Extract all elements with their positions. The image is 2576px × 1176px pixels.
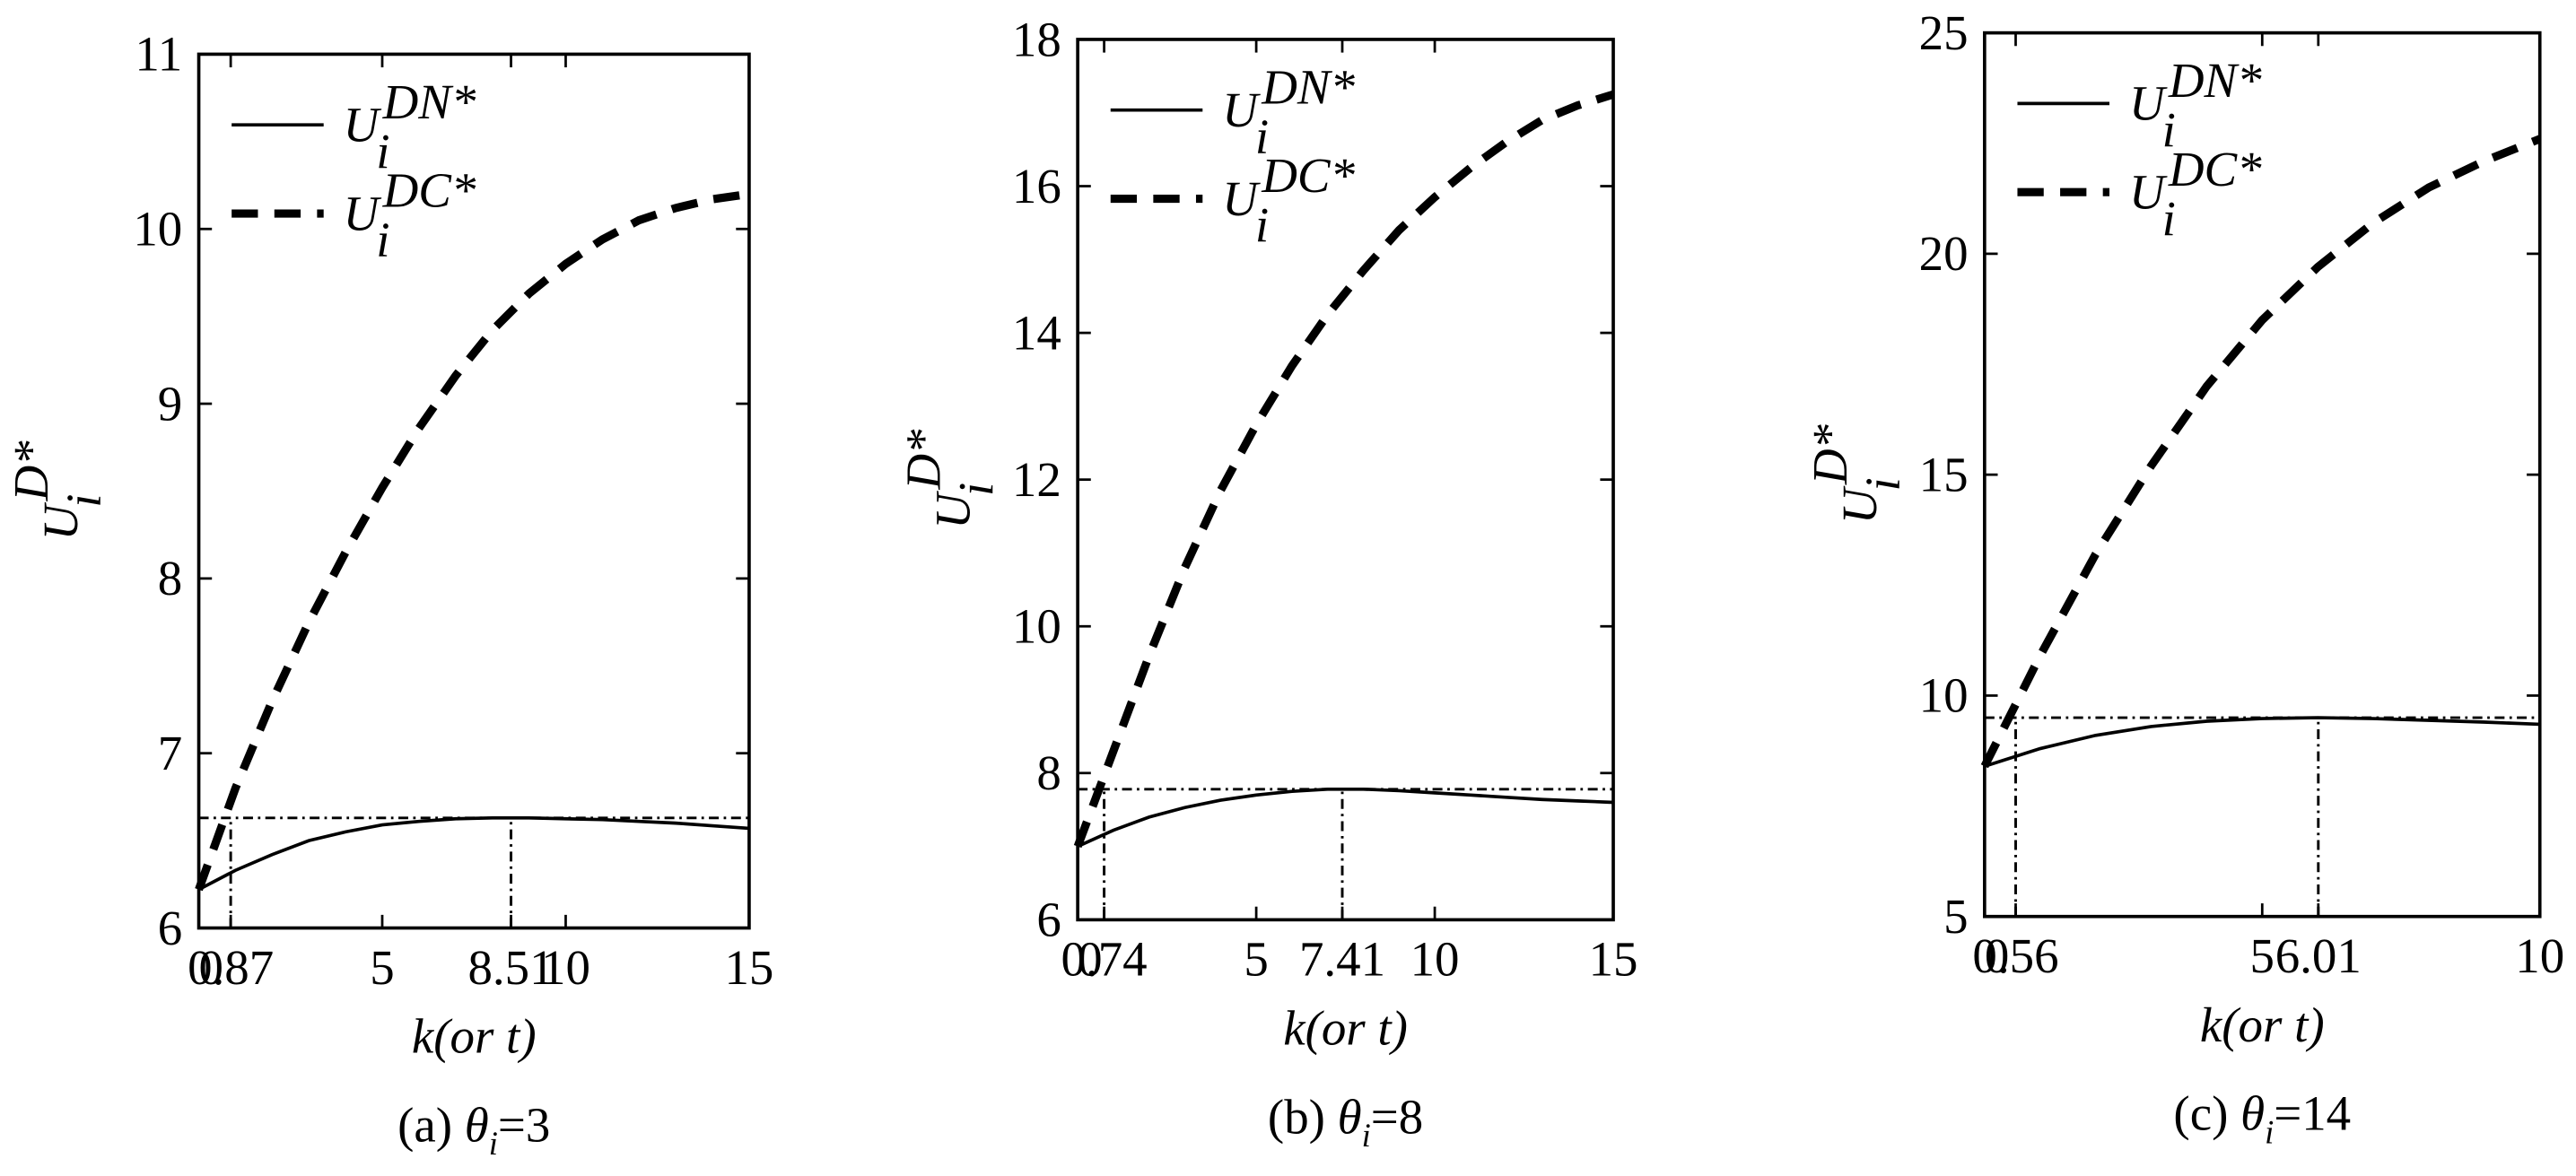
y-tick-label: 12 xyxy=(1012,452,1061,507)
legend-subscript: i xyxy=(2162,102,2176,157)
legend-superscript: DC* xyxy=(2168,142,2262,196)
legend-label: U xyxy=(2129,165,2168,220)
caption-suffix: =8 xyxy=(1371,1089,1423,1144)
caption-prefix: (c) xyxy=(2173,1086,2240,1141)
legend-label: U xyxy=(1222,171,1261,226)
caption-suffix: =3 xyxy=(498,1098,550,1153)
y-tick-label: 8 xyxy=(1036,745,1061,800)
plot-frame xyxy=(196,52,751,930)
x-axis-label: k(or t) xyxy=(2200,997,2325,1052)
x-tick-label: 5 xyxy=(370,940,394,995)
caption: (a) θi=3 xyxy=(397,1098,550,1163)
y-axis-superscript: D* xyxy=(1803,423,1857,485)
legend-subscript: i xyxy=(376,213,389,267)
y-axis-label: UiD* xyxy=(895,429,1003,529)
legend-label: U xyxy=(344,97,382,152)
x-tick-label: 0 xyxy=(1078,932,1102,987)
y-axis-subscript: i xyxy=(57,494,111,508)
legend-label: U xyxy=(1222,83,1261,137)
x-tick-label: 6.01 xyxy=(2275,928,2362,983)
legend-superscript: DN* xyxy=(2168,53,2262,108)
caption-symbol: θ xyxy=(1338,1089,1362,1144)
x-tick-label: 0.56 xyxy=(1972,928,2058,983)
series-line xyxy=(195,189,750,892)
legend-subscript: i xyxy=(1255,109,1269,163)
x-axis-label: k(or t) xyxy=(1283,1001,1408,1056)
x-tick-label: 15 xyxy=(724,940,773,995)
caption-prefix: (a) xyxy=(397,1098,465,1153)
x-tick-label: 10 xyxy=(2515,928,2564,983)
y-tick-label: 5 xyxy=(1943,889,1968,944)
legend-superscript: DC* xyxy=(1261,148,1355,203)
series-line xyxy=(1984,716,2540,768)
caption-subscript: i xyxy=(489,1125,498,1162)
y-axis-symbol: U xyxy=(925,491,980,529)
y-tick-label: 10 xyxy=(1012,599,1061,654)
series-line xyxy=(197,815,750,892)
caption: (b) θi=8 xyxy=(1268,1089,1423,1154)
x-tick-label: 0 xyxy=(1985,928,2009,983)
y-tick-label: 15 xyxy=(1919,447,1969,501)
y-axis-label: UiD* xyxy=(1803,423,1910,524)
y-tick-label: 6 xyxy=(1036,893,1061,947)
x-tick-label: 0.74 xyxy=(1061,932,1148,987)
y-tick-label: 18 xyxy=(1012,12,1061,66)
y-tick-label: 9 xyxy=(158,376,182,431)
x-tick-label: 0 xyxy=(199,940,223,995)
caption: (c) θi=14 xyxy=(2173,1086,2351,1151)
legend-superscript: DN* xyxy=(382,74,476,129)
y-tick-label: 10 xyxy=(133,202,182,257)
caption-subscript: i xyxy=(2265,1113,2274,1150)
y-axis-symbol: U xyxy=(33,501,88,540)
series-line xyxy=(1077,787,1614,849)
series-line xyxy=(1980,135,2542,769)
x-tick-label: 5 xyxy=(2250,928,2275,983)
caption-subscript: i xyxy=(1362,1117,1371,1154)
y-axis-symbol: U xyxy=(1832,485,1887,524)
x-tick-label: 5 xyxy=(1244,932,1268,987)
y-tick-label: 16 xyxy=(1012,159,1061,213)
x-tick-label: 10 xyxy=(1410,932,1460,987)
legend-superscript: DC* xyxy=(382,163,476,218)
plot-frame xyxy=(1983,30,2542,919)
legend-superscript: DN* xyxy=(1261,59,1355,114)
y-tick-label: 11 xyxy=(135,27,182,82)
legend-subscript: i xyxy=(376,124,389,179)
legend-subscript: i xyxy=(1255,197,1269,252)
caption-prefix: (b) xyxy=(1268,1089,1338,1144)
x-tick-label: 7.41 xyxy=(1299,932,1385,987)
y-axis-superscript: D* xyxy=(4,440,58,502)
y-tick-label: 6 xyxy=(158,901,182,955)
y-tick-label: 20 xyxy=(1919,226,1969,281)
y-tick-label: 7 xyxy=(158,726,182,780)
y-tick-label: 14 xyxy=(1012,305,1061,360)
caption-suffix: =14 xyxy=(2274,1086,2351,1141)
y-axis-subscript: i xyxy=(948,483,1003,496)
series-line xyxy=(1073,90,1615,849)
legend-label: U xyxy=(2129,76,2168,131)
legend-subscript: i xyxy=(2162,191,2176,246)
y-axis-subscript: i xyxy=(1856,477,1910,491)
y-tick-label: 25 xyxy=(1919,5,1969,60)
y-tick-label: 10 xyxy=(1919,668,1969,723)
caption-symbol: θ xyxy=(2240,1086,2265,1141)
y-axis-superscript: D* xyxy=(895,429,950,491)
x-tick-label: 8.51 xyxy=(467,940,554,995)
legend-label: U xyxy=(344,186,382,240)
x-axis-label: k(or t) xyxy=(412,1009,537,1064)
y-tick-label: 8 xyxy=(158,551,182,605)
x-tick-label: 10 xyxy=(541,940,590,995)
x-tick-label: 0.87 xyxy=(188,940,274,995)
caption-symbol: θ xyxy=(465,1098,489,1153)
x-tick-label: 15 xyxy=(1589,932,1638,987)
y-axis-label: UiD* xyxy=(4,440,111,541)
